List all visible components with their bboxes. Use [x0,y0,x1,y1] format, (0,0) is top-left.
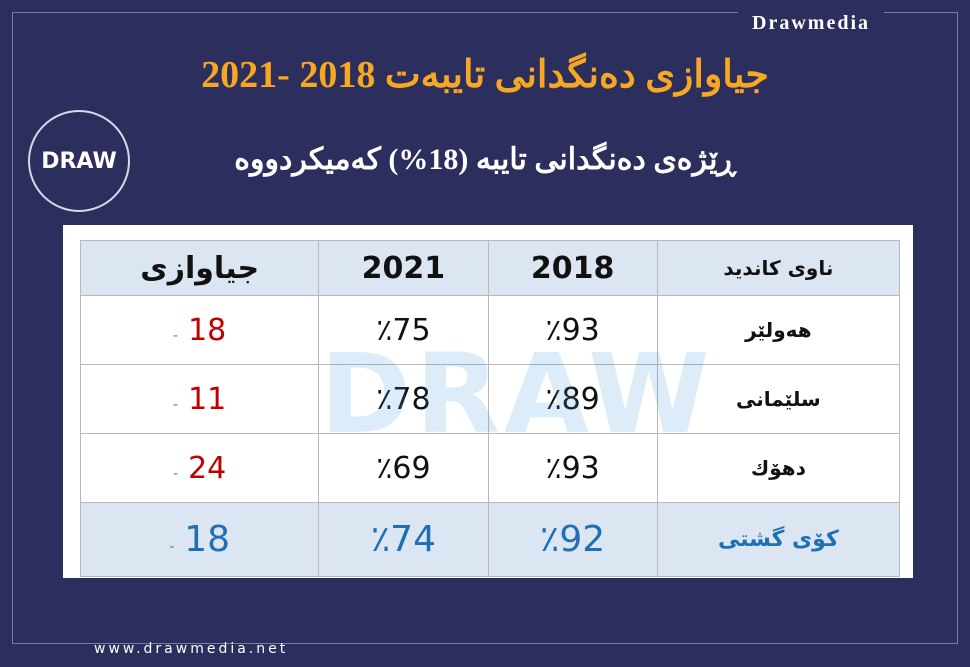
diff-sign: - [173,465,179,482]
table: جیاوازی 2021 2018 ناوی کاندید -18 ٪75 ٪93 هەولێ… [79,240,901,577]
diff-value: 18 [184,519,231,560]
value-cell: ٪93 [487,433,658,503]
diff-cell: -18 [79,295,320,365]
value-cell: ٪75 [318,295,489,365]
diff-cell: -18 [79,502,320,577]
diff-cell: -11 [79,364,320,434]
footer: www.drawmedia.net [94,641,289,657]
value-cell: ٪69 [318,433,489,503]
title: جیاوازی دەنگدانی تایبەت 2018 -2021 [201,54,769,96]
value-cell: 2021 [318,240,489,296]
diff-value: 24 [188,450,227,486]
diff-sign: - [169,539,175,555]
table-row: -11 ٪78 ٪89 سلێمانی [79,364,901,434]
diff-sign: - [173,327,179,344]
diff-sign: - [173,396,179,413]
subtitle: ڕێژەی دەنگدانی تایبە (18%) کەمیکردووە [234,143,736,176]
value-cell: ٪74 [318,502,489,577]
diff-value: 18 [188,312,227,348]
name-cell: ناوی کاندید [656,240,901,296]
brand: Drawmedia [738,10,884,37]
frame [12,12,958,644]
name-cell: کۆی گشتی [656,502,901,577]
table-row: -18 ٪75 ٪93 هەولێر [79,295,901,365]
table-row: -18 ٪74 ٪92 کۆی گشتی [79,502,901,577]
diff-value: 11 [188,381,227,417]
table-box: جیاوازی 2021 2018 ناوی کاندید -18 ٪75 ٪93 هەولێ… [63,225,913,578]
value-cell: 2018 [487,240,658,296]
logo: DRAW [28,110,130,212]
diff-cell: -24 [79,433,320,503]
value-cell: ٪89 [487,364,658,434]
table-row: جیاوازی 2021 2018 ناوی کاندید [79,240,901,296]
name-cell: هەولێر [656,295,901,365]
value-cell: ٪93 [487,295,658,365]
value-cell: ٪78 [318,364,489,434]
value-cell: ٪92 [487,502,658,577]
value-cell: جیاوازی [79,240,320,296]
watermark: DRAW [320,330,714,458]
